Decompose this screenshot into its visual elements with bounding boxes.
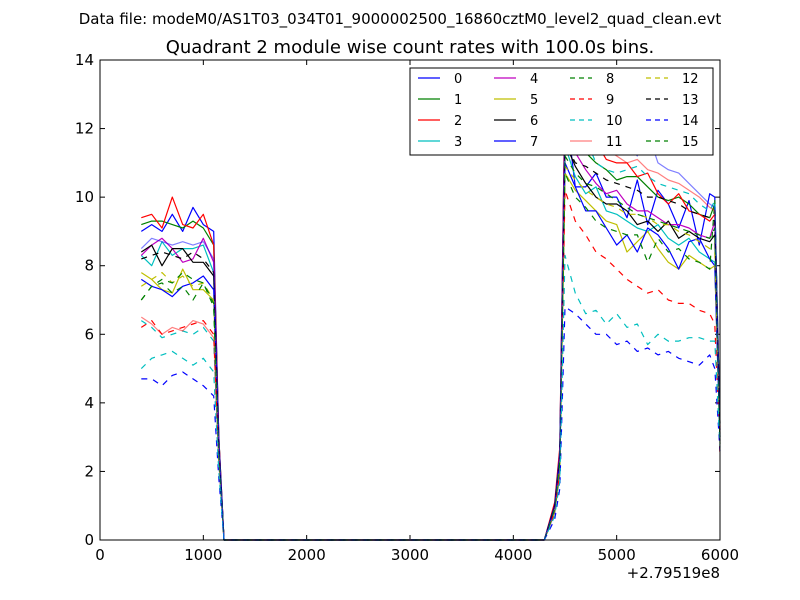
series-line-0 <box>140 100 721 541</box>
series-line-8 <box>140 172 721 541</box>
y-tick-label: 12 <box>75 120 94 138</box>
legend-label-4: 4 <box>530 72 538 87</box>
x-tick-label: 2000 <box>288 546 326 564</box>
x-tick-label: 1000 <box>184 546 222 564</box>
legend-label-13: 13 <box>682 93 699 108</box>
series-line-14 <box>141 306 721 541</box>
legend-label-15: 15 <box>682 135 699 150</box>
x-tick-label: 4000 <box>494 546 532 564</box>
x-offset-label: +2.79519e8 <box>627 564 720 582</box>
series-line-16 <box>140 254 721 541</box>
x-tick-label: 0 <box>95 546 105 564</box>
x-tick-label: 3000 <box>391 546 429 564</box>
legend-label-0: 0 <box>454 72 462 87</box>
series-line-10 <box>140 121 721 541</box>
legend-label-7: 7 <box>530 135 538 150</box>
legend-label-6: 6 <box>530 114 538 129</box>
series-line-9 <box>140 189 721 541</box>
data-file-title: Data file: modeM0/AS1T03_034T01_90000025… <box>79 10 722 29</box>
x-tick-label: 5000 <box>598 546 636 564</box>
series-line-3 <box>140 145 721 541</box>
y-tick-label: 2 <box>84 462 94 480</box>
legend-label-2: 2 <box>454 114 462 129</box>
series-line-15 <box>140 155 721 541</box>
legend-label-10: 10 <box>606 114 623 129</box>
legend-label-3: 3 <box>454 135 462 150</box>
y-tick-label: 6 <box>84 325 94 343</box>
series-line-12 <box>140 165 721 541</box>
series-line-5 <box>140 172 721 541</box>
legend-label-5: 5 <box>530 93 538 108</box>
chart-title: Quadrant 2 module wise count rates with … <box>166 37 655 58</box>
legend-box <box>409 67 714 156</box>
series-line-13 <box>141 141 721 541</box>
y-tick-label: 8 <box>84 257 94 275</box>
legend-label-1: 1 <box>454 93 462 108</box>
legend-label-9: 9 <box>606 93 614 108</box>
y-tick-label: 10 <box>75 188 94 206</box>
y-tick-label: 14 <box>75 51 94 69</box>
legend-label-11: 11 <box>606 135 623 150</box>
y-tick-label: 4 <box>84 394 94 412</box>
series-line-2 <box>141 90 721 541</box>
x-tick-label: 6000 <box>701 546 739 564</box>
series-line-1 <box>141 128 721 541</box>
legend-label-14: 14 <box>682 114 699 129</box>
legend-label-8: 8 <box>606 72 614 87</box>
y-tick-label: 0 <box>84 531 94 549</box>
plot-frame <box>99 59 721 541</box>
legend-label-12: 12 <box>682 72 699 87</box>
series-line-6 <box>140 141 721 541</box>
